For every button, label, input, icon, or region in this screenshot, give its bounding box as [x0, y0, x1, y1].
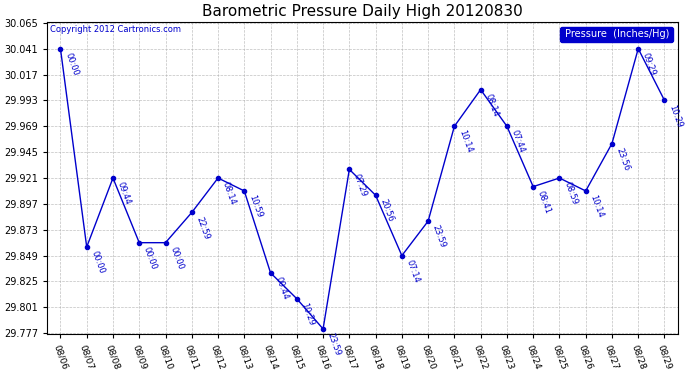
Text: 00:00: 00:00 [63, 51, 80, 77]
Text: 23:59: 23:59 [431, 224, 448, 249]
Text: 07:44: 07:44 [510, 129, 526, 154]
Text: 10:14: 10:14 [457, 129, 474, 154]
Text: 07:29: 07:29 [352, 172, 368, 198]
Text: 08:14: 08:14 [221, 181, 237, 206]
Text: 09:44: 09:44 [116, 181, 132, 206]
Text: 22:59: 22:59 [195, 215, 211, 241]
Text: 23:56: 23:56 [615, 146, 631, 172]
Text: Copyright 2012 Cartronics.com: Copyright 2012 Cartronics.com [50, 25, 181, 34]
Text: 09:29: 09:29 [641, 51, 658, 77]
Text: 07:14: 07:14 [404, 258, 422, 284]
Title: Barometric Pressure Daily High 20120830: Barometric Pressure Daily High 20120830 [202, 4, 523, 19]
Text: 00:44: 00:44 [273, 276, 290, 301]
Text: 10:29: 10:29 [299, 302, 316, 327]
Text: 10:14: 10:14 [589, 194, 605, 219]
Text: 00:00: 00:00 [142, 246, 159, 271]
Text: 08:41: 08:41 [536, 189, 553, 215]
Text: 10:59: 10:59 [247, 194, 264, 219]
Legend: Pressure  (Inches/Hg): Pressure (Inches/Hg) [560, 27, 673, 42]
Text: 08:14: 08:14 [484, 92, 500, 118]
Text: 10:29: 10:29 [667, 103, 684, 129]
Text: 23:59: 23:59 [326, 332, 342, 357]
Text: 08:59: 08:59 [562, 181, 579, 206]
Text: 20:56: 20:56 [378, 198, 395, 223]
Text: 00:00: 00:00 [168, 246, 185, 271]
Text: 00:00: 00:00 [90, 250, 106, 275]
